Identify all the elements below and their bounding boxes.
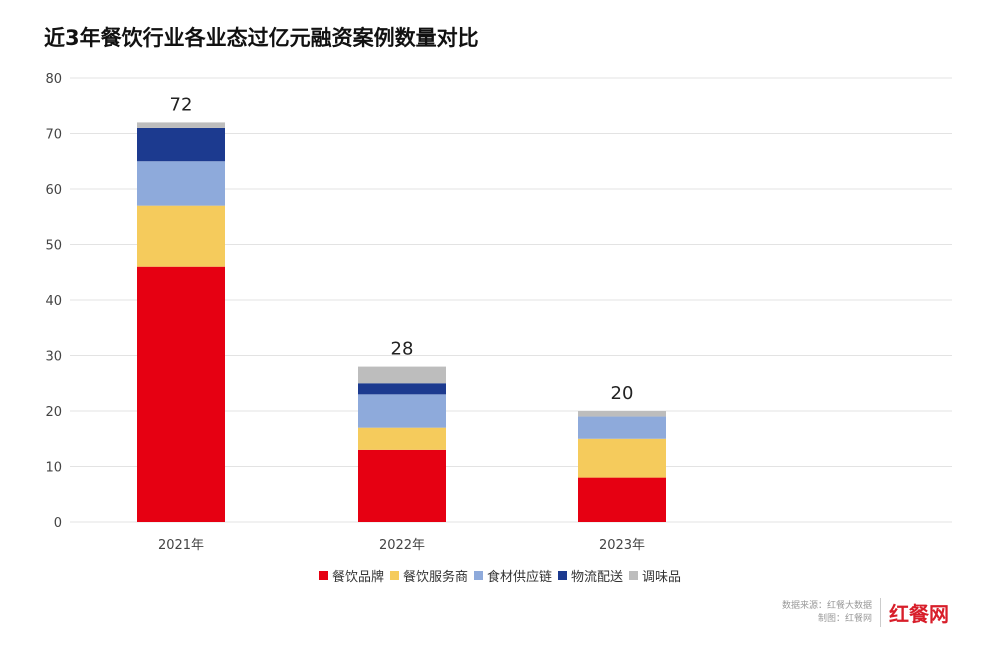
legend-item: 调味品 [629, 566, 681, 585]
legend-swatch [558, 571, 567, 580]
y-tick-label: 70 [45, 128, 62, 143]
y-tick-label: 30 [45, 350, 62, 365]
legend-swatch [318, 571, 328, 580]
y-tick-label: 40 [45, 294, 62, 309]
chart-title: 近3年餐饮行业各业态过亿元融资案例数量对比 [44, 26, 479, 50]
y-tick-label: 80 [45, 72, 62, 87]
legend: 餐饮品牌 餐饮服务商 食材供应链 物流配送 调味品 [0, 566, 1000, 585]
legend-item: 物流配送 [558, 566, 623, 585]
total-label: 72 [170, 94, 193, 115]
bar-segment-调味品 [137, 122, 225, 128]
bar-segment-餐饮品牌 [578, 477, 666, 522]
legend-label: 物流配送 [571, 570, 624, 585]
y-tick-label: 10 [45, 461, 62, 476]
bar-segment-食材供应链 [358, 394, 446, 428]
legend-label: 调味品 [642, 570, 682, 585]
bar-segment-调味品 [358, 366, 446, 384]
legend-label: 食材供应链 [486, 570, 552, 585]
y-tick-label: 0 [54, 516, 62, 531]
bar-segment-餐饮品牌 [137, 266, 225, 522]
total-label: 20 [611, 383, 634, 404]
bar-segment-调味品 [578, 411, 666, 417]
legend-swatch [473, 571, 483, 580]
bar-segment-食材供应链 [137, 161, 225, 206]
bar-segment-餐饮品牌 [358, 449, 446, 522]
legend-item: 餐饮品牌 [318, 566, 384, 585]
y-tick-label: 20 [45, 405, 62, 420]
bar-chart: 0 10 20 30 40 50 60 70 80 72 2021年 28 2022年 20 2023年 [45, 72, 952, 553]
bar-segment-食材供应链 [578, 416, 666, 439]
x-tick-label: 2022年 [379, 538, 425, 553]
bar-segment-物流配送 [358, 383, 446, 395]
total-label: 28 [391, 339, 414, 360]
legend-swatch [389, 571, 399, 580]
legend-item: 食材供应链 [473, 566, 552, 585]
bar-segment-餐饮服务商 [578, 438, 666, 478]
y-tick-label: 50 [45, 239, 62, 254]
x-tick-label: 2023年 [599, 538, 645, 553]
y-tick-label: 60 [45, 183, 62, 198]
bar-segment-餐饮服务商 [358, 427, 446, 450]
x-tick-label: 2021年 [158, 538, 204, 553]
legend-item: 餐饮服务商 [389, 566, 468, 585]
logo: 红餐网 [880, 598, 949, 627]
footer-credit: 数据来源：红餐大数据 制图：红餐网 [782, 600, 872, 626]
legend-label: 餐饮品牌 [331, 570, 384, 585]
legend-swatch [629, 571, 639, 580]
bar-segment-物流配送 [137, 127, 225, 162]
made-by-text: 制图：红餐网 [817, 614, 872, 624]
source-text: 数据来源：红餐大数据 [781, 601, 872, 611]
legend-label: 餐饮服务商 [402, 570, 468, 585]
bar-segment-餐饮服务商 [137, 205, 225, 267]
